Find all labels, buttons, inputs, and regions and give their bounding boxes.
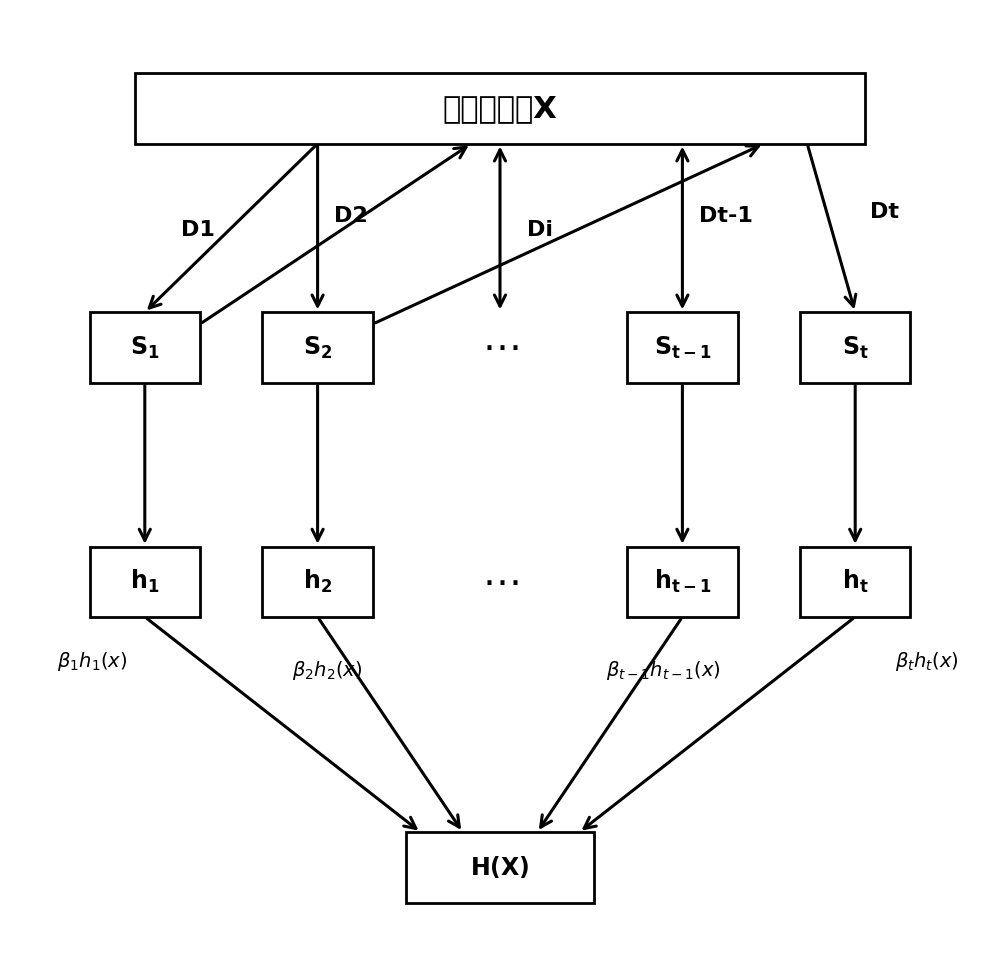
Text: $\mathbf{h_t}$: $\mathbf{h_t}$ <box>842 568 868 595</box>
Text: $\mathbf{S_t}$: $\mathbf{S_t}$ <box>842 335 869 360</box>
Text: Di: Di <box>527 221 553 240</box>
Bar <box>262 547 373 617</box>
Text: Dt: Dt <box>870 202 898 222</box>
Bar <box>90 312 200 383</box>
Bar <box>90 547 200 617</box>
Text: $\mathbf{h_1}$: $\mathbf{h_1}$ <box>130 568 159 595</box>
Text: $\beta_t h_t(x)$: $\beta_t h_t(x)$ <box>895 650 959 672</box>
Text: $\cdots$: $\cdots$ <box>482 563 518 600</box>
Text: Dt-1: Dt-1 <box>699 206 753 226</box>
Text: $\mathbf{H(X)}$: $\mathbf{H(X)}$ <box>470 854 530 880</box>
Text: $\cdots$: $\cdots$ <box>482 329 518 366</box>
Text: D2: D2 <box>334 206 368 226</box>
Bar <box>627 547 738 617</box>
Text: $\mathbf{h_2}$: $\mathbf{h_2}$ <box>303 568 332 595</box>
Text: $\mathbf{S_{t-1}}$: $\mathbf{S_{t-1}}$ <box>654 335 711 360</box>
Text: $\mathbf{S_2}$: $\mathbf{S_2}$ <box>303 335 332 360</box>
Text: D1: D1 <box>181 221 215 240</box>
Bar <box>800 547 910 617</box>
Text: $\beta_{t-1} h_{t-1}(x)$: $\beta_{t-1} h_{t-1}(x)$ <box>606 659 721 682</box>
Text: $\beta_2 h_2(x)$: $\beta_2 h_2(x)$ <box>292 659 362 682</box>
Text: $\beta_1 h_1(x)$: $\beta_1 h_1(x)$ <box>57 650 127 672</box>
Text: $\mathbf{S_1}$: $\mathbf{S_1}$ <box>130 335 160 360</box>
Bar <box>627 312 738 383</box>
Text: $\mathbf{h_{t-1}}$: $\mathbf{h_{t-1}}$ <box>654 568 711 595</box>
Text: 总的样本集X: 总的样本集X <box>443 94 557 123</box>
Bar <box>406 833 594 903</box>
Bar <box>262 312 373 383</box>
Bar <box>800 312 910 383</box>
Bar <box>135 73 865 143</box>
